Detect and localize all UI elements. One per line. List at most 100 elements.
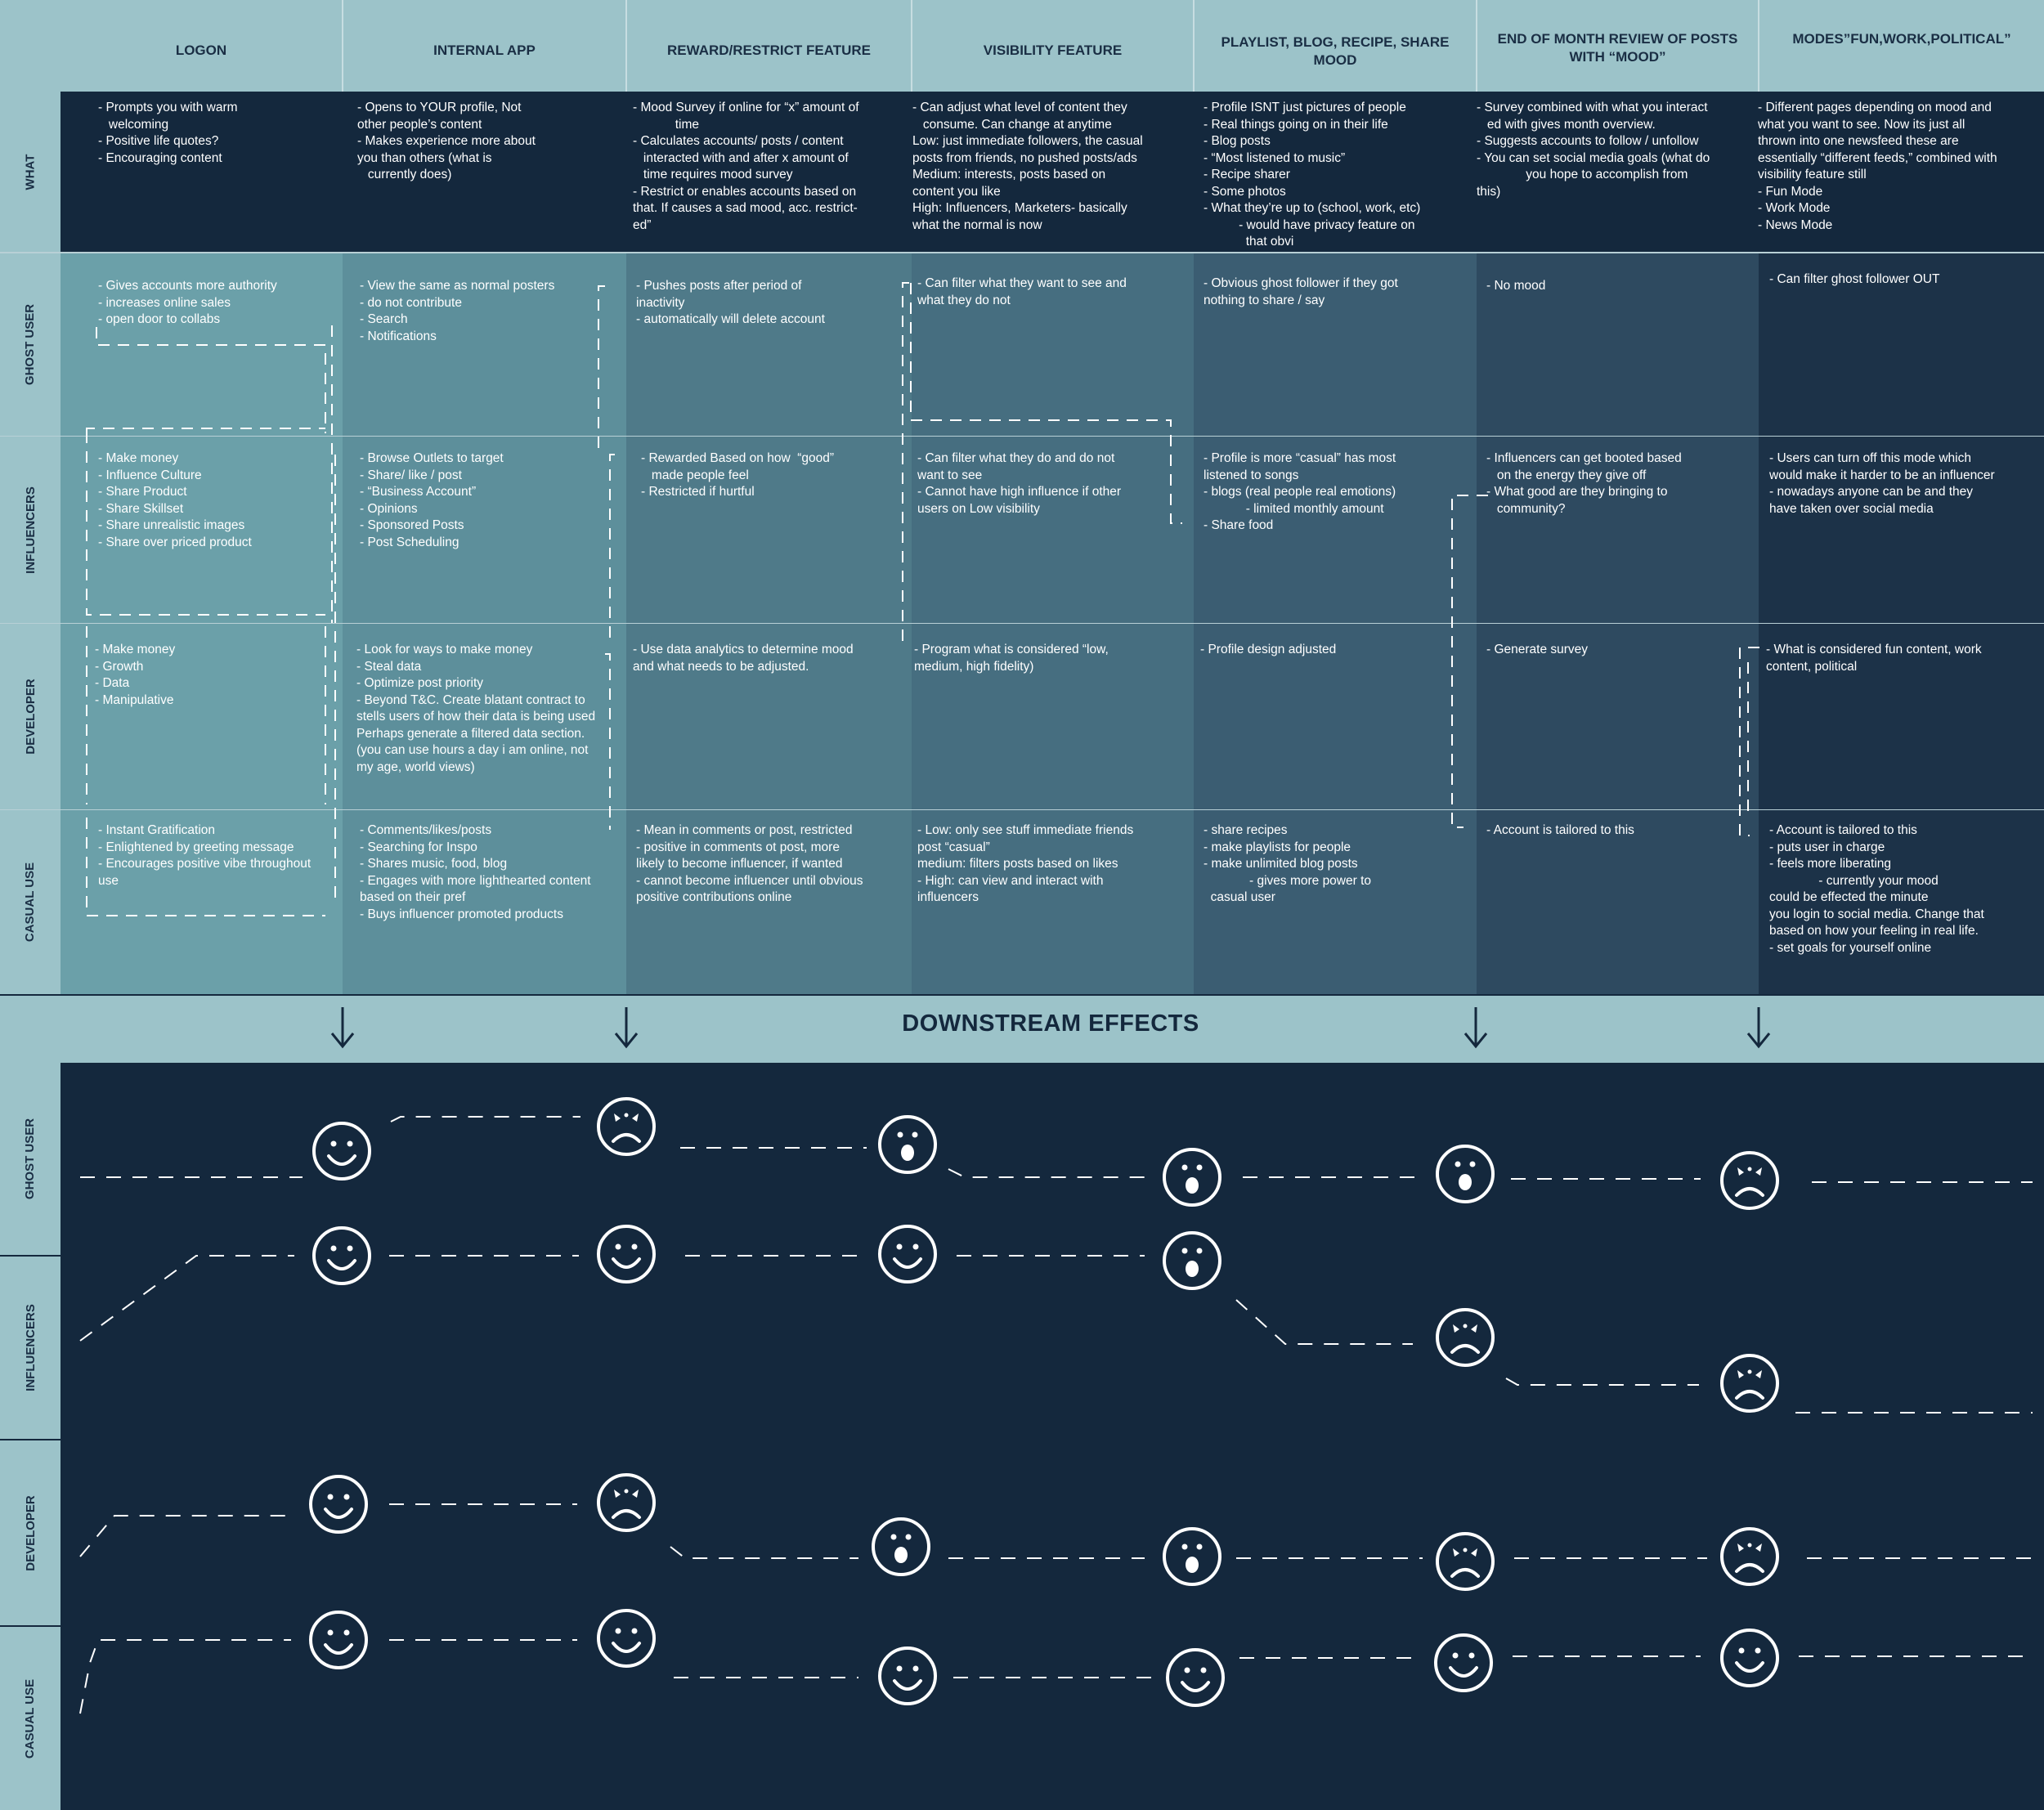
happy-face-icon: [878, 1225, 937, 1284]
row-divider: [0, 252, 2044, 253]
surprised-face-icon: [1163, 1148, 1221, 1207]
header-divider: [342, 0, 343, 92]
header-divider: [1758, 0, 1759, 92]
cell-developer-visibility: - Program what is considered “low, mediu…: [914, 643, 1109, 674]
row-divider: [0, 436, 2044, 437]
cell-ghost-review: - No mood: [1486, 279, 1546, 293]
column-header-modes: MODES”FUN,WORK,POLITICAL”: [1792, 31, 2011, 47]
cell-influencers-logon: - Make money - Influence Culture - Share…: [98, 451, 252, 549]
cell-influencers-internal-app: - Browse Outlets to target - Share/ like…: [360, 451, 504, 549]
cell-developer-reward: - Use data analytics to determine mood a…: [633, 643, 854, 674]
cell-casual-internal-app: - Comments/likes/posts - Searching for I…: [360, 823, 591, 921]
cell-ghost-reward: - Pushes posts after period of inactivit…: [636, 279, 825, 326]
col-bg-visibility: [912, 253, 1194, 994]
header-divider: [1476, 0, 1477, 92]
cell-developer-modes: - What is considered fun content, work c…: [1766, 643, 1982, 674]
cell-what-modes: - Different pages depending on mood and …: [1758, 101, 1997, 232]
sad-face-icon: [1720, 1151, 1779, 1210]
column-header-internal-app: INTERNAL APP: [433, 43, 536, 58]
downstream-label-divider: [0, 1255, 61, 1257]
cell-what-logon: - Prompts you with warm welcoming - Posi…: [98, 101, 238, 165]
cell-influencers-reward: - Rewarded Based on how “good” made peop…: [641, 451, 835, 499]
header-divider: [911, 0, 912, 92]
happy-face-icon: [1720, 1629, 1779, 1687]
column-header-logon: LOGON: [175, 43, 227, 58]
col-bg-modes: [1759, 253, 2044, 994]
header-divider: [625, 0, 627, 92]
cell-influencers-review: - Influencers can get booted based on th…: [1486, 451, 1682, 516]
cell-casual-logon: - Instant Gratification - Enlightened by…: [98, 823, 312, 888]
cell-what-playlist: - Profile ISNT just pictures of people -…: [1204, 101, 1421, 249]
cell-ghost-modes: - Can filter ghost follower OUT: [1769, 272, 1940, 286]
col-bg-internal-app: [343, 253, 626, 994]
cell-casual-review: - Account is tailored to this: [1486, 823, 1634, 837]
cell-what-visibility: - Can adjust what level of content they …: [912, 101, 1143, 232]
happy-face-icon: [1166, 1648, 1225, 1707]
cell-developer-internal-app: - Look for ways to make money - Steal da…: [356, 643, 596, 774]
cell-casual-playlist: - share recipes - make playlists for peo…: [1204, 823, 1372, 904]
happy-face-icon: [1434, 1633, 1493, 1692]
column-header-review: END OF MONTH REVIEW OF POSTS WITH “MOOD”: [1497, 31, 1738, 65]
surprised-face-icon: [872, 1517, 930, 1576]
col-bg-reward: [626, 253, 912, 994]
happy-face-icon: [309, 1475, 368, 1534]
arrow-down-icon: [614, 1007, 639, 1049]
sad-face-icon: [597, 1473, 656, 1532]
header-band: [0, 0, 2044, 92]
sad-face-icon: [597, 1097, 656, 1156]
happy-face-icon: [309, 1611, 368, 1669]
cell-ghost-visibility: - Can filter what they want to see and w…: [917, 276, 1127, 307]
sad-face-icon: [1436, 1532, 1495, 1591]
what-row-band: [61, 92, 2044, 252]
downstream-panel: [0, 1063, 2044, 1810]
downstream-label-divider: [0, 1625, 61, 1627]
row-divider: [0, 623, 2044, 624]
happy-face-icon: [597, 1609, 656, 1668]
sad-face-icon: [1720, 1527, 1779, 1586]
col-bg-logon: [61, 253, 343, 994]
row-label-strip: [0, 92, 61, 994]
cell-developer-review: - Generate survey: [1486, 643, 1589, 656]
cell-what-reward: - Mood Survey if online for “x” amount o…: [633, 101, 859, 232]
cell-casual-visibility: - Low: only see stuff immediate friends …: [917, 823, 1134, 904]
happy-face-icon: [597, 1225, 656, 1284]
cell-influencers-playlist: - Profile is more “casual” has most list…: [1204, 451, 1396, 532]
happy-face-icon: [312, 1122, 371, 1181]
surprised-face-icon: [878, 1115, 937, 1174]
col-bg-review: [1477, 253, 1759, 994]
sad-face-icon: [1436, 1308, 1495, 1367]
happy-face-icon: [312, 1226, 371, 1285]
downstream-title: DOWNSTREAM EFFECTS: [902, 1010, 1199, 1037]
col-bg-playlist: [1194, 253, 1477, 994]
column-header-playlist: PLAYLIST, BLOG, RECIPE, SHARE MOOD: [1221, 34, 1450, 68]
cell-ghost-internal-app: - View the same as normal posters - do n…: [360, 279, 555, 343]
cell-what-internal-app: - Opens to YOUR profile, Not other peopl…: [357, 101, 536, 181]
surprised-face-icon: [1163, 1231, 1221, 1290]
journey-lines: [79, 1097, 2033, 1714]
surprised-face-icon: [1163, 1527, 1221, 1586]
cell-influencers-modes: - Users can turn off this mode which wou…: [1769, 451, 1995, 516]
arrow-down-icon: [1464, 1007, 1488, 1049]
downstream-band: [0, 996, 2044, 1063]
column-header-reward: REWARD/RESTRICT FEATURE: [666, 43, 871, 58]
cell-developer-playlist: - Profile design adjusted: [1200, 643, 1337, 656]
cell-influencers-visibility: - Can filter what they do and do not wan…: [917, 451, 1122, 516]
arrow-down-icon: [1746, 1007, 1771, 1049]
sad-face-icon: [1720, 1354, 1779, 1413]
row-divider: [0, 809, 2044, 810]
surprised-face-icon: [1436, 1145, 1495, 1203]
downstream-label-strip: [0, 1063, 61, 1810]
cell-developer-logon: - Make money - Growth - Data - Manipulat…: [95, 643, 176, 707]
cell-casual-modes: - Account is tailored to this - puts use…: [1769, 823, 1984, 955]
upper-dashed-connectors: [86, 282, 1759, 916]
cell-what-review: - Survey combined with what you interact…: [1477, 101, 1710, 199]
arrow-down-icon: [330, 1007, 355, 1049]
cell-ghost-playlist: - Obvious ghost follower if they got not…: [1204, 276, 1398, 307]
downstream-label-divider: [0, 1439, 61, 1440]
cell-ghost-logon: - Gives accounts more authority - increa…: [98, 279, 277, 326]
happy-face-icon: [878, 1646, 937, 1705]
downstream-arrows: [330, 1007, 1771, 1049]
cell-casual-reward: - Mean in comments or post, restricted -…: [636, 823, 863, 904]
header-divider: [1193, 0, 1195, 92]
column-header-visibility: VISIBILITY FEATURE: [983, 43, 1123, 58]
